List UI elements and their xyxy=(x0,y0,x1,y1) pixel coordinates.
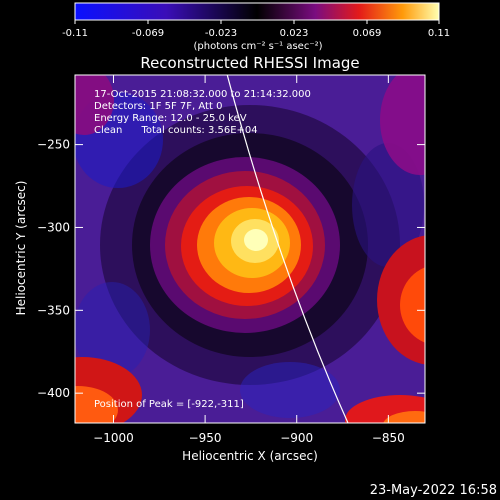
y-tick-label: −300 xyxy=(37,220,70,234)
plot-frame xyxy=(74,74,426,424)
x-tick-label: −1000 xyxy=(93,431,134,445)
colorbar-tick-label: -0.069 xyxy=(132,28,164,39)
annotation-clean-counts: Clean Total counts: 3.56E+04 xyxy=(94,125,258,136)
y-tick-label: −400 xyxy=(37,386,70,400)
annotation-time-range: 17-Oct-2015 21:08:32.000 to 21:14:32.000 xyxy=(94,89,311,100)
colorbar-unit-label: (photons cm⁻² s⁻¹ asec⁻²) xyxy=(193,41,322,52)
colorbar-tick-label: 0.11 xyxy=(428,28,450,39)
footer-date: 23-May-2022 16:58 xyxy=(370,483,497,498)
colorbar-tick-marks xyxy=(74,20,440,24)
x-axis-label: Heliocentric X (arcsec) xyxy=(182,449,318,463)
x-tick-label: −850 xyxy=(372,431,405,445)
colorbar-tick-label: 0.069 xyxy=(353,28,382,39)
annotation-detectors: Detectors: 1F 5F 7F, Att 0 xyxy=(94,101,222,112)
x-tick-label: −950 xyxy=(189,431,222,445)
y-axis-label: Heliocentric Y (arcsec) xyxy=(14,181,28,316)
colorbar-tick-label: 0.023 xyxy=(280,28,309,39)
heatmap-image xyxy=(75,75,425,423)
annotation-peak-position: Position of Peak = [-922,-311] xyxy=(94,399,244,410)
x-tick-label: −900 xyxy=(280,431,313,445)
y-tick-label: −250 xyxy=(37,138,70,152)
annotation-energy-range: Energy Range: 12.0 - 25.0 keV xyxy=(94,113,247,124)
solar-limb-arc xyxy=(226,75,349,423)
colorbar-tick-label: -0.11 xyxy=(62,28,88,39)
colorbar xyxy=(74,2,440,21)
y-tick-label: −350 xyxy=(37,303,70,317)
x-axis-ticks: −1000 −950 −900 −850 xyxy=(93,75,405,445)
colorbar-tick-label: -0.023 xyxy=(205,28,237,39)
chart-title: Reconstructed RHESSI Image xyxy=(140,54,359,72)
y-axis-ticks: −250 −300 −350 −400 xyxy=(37,138,425,400)
